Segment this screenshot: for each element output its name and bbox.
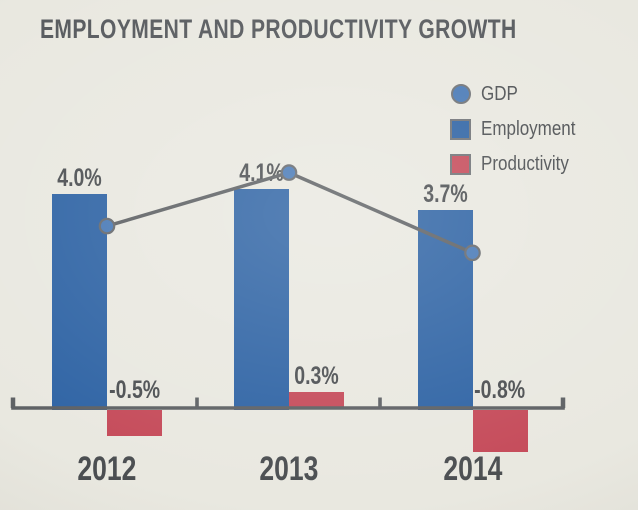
- productivity-value-label-2012-text: -0.5%: [109, 376, 160, 404]
- productivity-swatch-icon: [450, 153, 471, 175]
- productivity-value-label-2013-text: 0.3%: [294, 361, 339, 390]
- chart-title: EMPLOYMENT AND PRODUCTIVITY GROWTH: [40, 14, 638, 44]
- legend-label-employment-text: Employment: [481, 118, 576, 140]
- legend-label-gdp: GDP: [481, 83, 524, 105]
- employment-value-label-2013-text: 4.1%: [239, 158, 284, 187]
- employment-bar-2013: [234, 188, 289, 410]
- productivity-bar-2013: [289, 391, 344, 408]
- gdp-marker-icon: [451, 84, 471, 104]
- employment-bar-2014: [417, 210, 473, 410]
- legend-item-productivity: Productivity: [450, 153, 592, 175]
- x-axis-label-2014: 2014: [403, 451, 543, 487]
- legend-label-productivity: Productivity: [481, 153, 584, 175]
- employment-value-label-2013: 4.1%: [202, 160, 322, 186]
- x-axis-label-2012: 2012: [37, 451, 177, 487]
- chart-title-text: EMPLOYMENT AND PRODUCTIVITY GROWTH: [40, 14, 517, 44]
- legend-label-productivity-text: Productivity: [481, 153, 569, 175]
- gdp-point-2013: [280, 164, 298, 181]
- employment-swatch-icon: [450, 118, 471, 140]
- legend-label-employment: Employment: [481, 118, 592, 140]
- x-axis-label-2012-text: 2012: [77, 450, 137, 488]
- x-axis-label-2014-text: 2014: [442, 450, 502, 488]
- productivity-value-label-2014-text: -0.8%: [474, 376, 526, 404]
- legend: GDP Employment Productivity: [450, 83, 592, 188]
- legend-label-gdp-text: GDP: [481, 83, 518, 105]
- productivity-bar-2012: [107, 409, 162, 437]
- employment-value-label-2012: 4.0%: [20, 165, 140, 191]
- employment-value-label-2012-text: 4.0%: [57, 164, 102, 192]
- x-axis-label-2013: 2013: [219, 451, 359, 487]
- productivity-bar-2014: [472, 409, 528, 453]
- legend-item-gdp: GDP: [450, 83, 592, 105]
- legend-item-employment: Employment: [450, 118, 592, 140]
- x-axis-label-2013-text: 2013: [259, 450, 319, 488]
- employment-bar-2012: [52, 194, 107, 410]
